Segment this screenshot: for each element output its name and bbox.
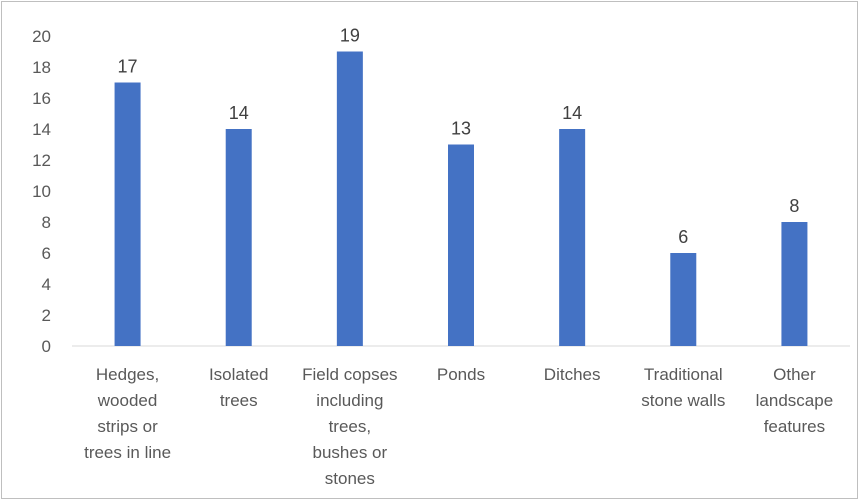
y-tick-label: 4: [42, 275, 51, 294]
x-category-label: Isolated trees: [209, 365, 269, 410]
y-tick-label: 18: [32, 58, 51, 77]
y-tick-label: 14: [32, 120, 51, 139]
y-tick-label: 0: [42, 337, 51, 356]
x-category-label: Field copses including trees, bushes or ston…: [302, 365, 397, 488]
x-category-label-line: trees: [220, 391, 258, 410]
y-tick-label: 10: [32, 182, 51, 201]
y-tick-label: 2: [42, 306, 51, 325]
x-category-label-line: trees in line: [84, 443, 171, 462]
x-category-label: Ponds: [437, 365, 485, 384]
x-category-label-line: features: [764, 417, 825, 436]
x-category-label-line: Ponds: [437, 365, 485, 384]
x-category-label-line: including: [316, 391, 383, 410]
x-category-label: Hedges, wooded strips or trees in line: [84, 365, 171, 462]
x-category-label-line: wooded: [97, 391, 158, 410]
x-category-label-line: Hedges,: [96, 365, 159, 384]
x-category-label-line: Isolated: [209, 365, 269, 384]
bar: [114, 82, 141, 346]
y-tick-label: 20: [32, 27, 51, 46]
bar: [336, 51, 363, 346]
y-tick-label: 12: [32, 151, 51, 170]
data-label: 6: [678, 227, 688, 247]
x-category-label: Ditches: [544, 365, 601, 384]
x-category-label-line: Other: [773, 365, 816, 384]
x-category-label-line: Ditches: [544, 365, 601, 384]
x-category-label-line: landscape: [756, 391, 834, 410]
bar: [781, 222, 808, 346]
x-category-label: Traditional stone walls: [641, 365, 725, 410]
x-category-label-line: stones: [325, 469, 375, 488]
bar: [448, 144, 474, 346]
bar: [225, 129, 252, 346]
x-category-label-line: stone walls: [641, 391, 725, 410]
data-label: 8: [789, 196, 799, 216]
data-label: 17: [118, 57, 138, 77]
data-label: 13: [451, 119, 471, 139]
data-label: 14: [562, 103, 582, 123]
data-label: 19: [340, 26, 360, 46]
y-tick-label: 8: [42, 213, 51, 232]
x-category-label-line: strips or: [97, 417, 158, 436]
y-tick-label: 6: [42, 244, 51, 263]
x-category-label-line: Field copses: [302, 365, 397, 384]
data-label: 14: [229, 103, 249, 123]
x-category-label-line: trees,: [329, 417, 372, 436]
x-category-label-line: Traditional: [644, 365, 723, 384]
y-tick-label: 16: [32, 89, 51, 108]
x-category-label: Other landscape features: [756, 365, 834, 436]
bar: [670, 253, 697, 346]
x-category-label-line: bushes or: [313, 443, 388, 462]
bar: [559, 129, 586, 346]
